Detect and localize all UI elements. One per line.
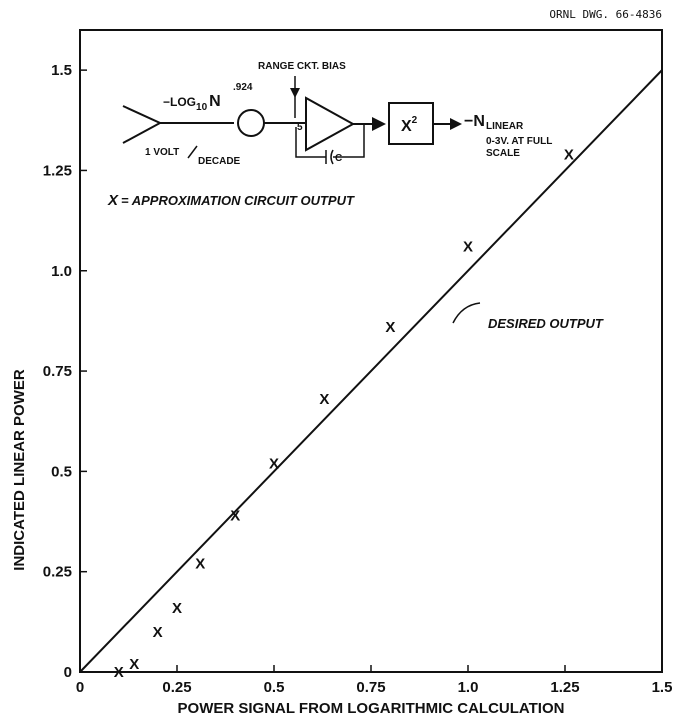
data-point-x: X: [172, 600, 182, 617]
decade-label: DECADE: [198, 156, 241, 167]
data-point-x: X: [319, 391, 329, 408]
x-tick-label: 0.25: [162, 679, 191, 696]
squarer-x: X: [401, 118, 412, 135]
x-tick-label: 1.0: [458, 679, 479, 696]
volt-label: 1 VOLT: [145, 147, 179, 158]
output-linear: LINEAR: [486, 121, 524, 132]
y-tick-label: 1.0: [51, 263, 72, 280]
squarer-arrow: [372, 117, 386, 131]
circuit-diagram: −LOG10 N .924 1 VOLT DECADE RANGE CKT. BI…: [122, 61, 552, 167]
legend: X = APPROXIMATION CIRCUIT OUTPUT: [107, 192, 355, 209]
x-tick-label: 1.5: [652, 679, 673, 696]
drawing-number: ORNL DWG. 66-4836: [549, 8, 662, 21]
legend-marker: X: [107, 192, 119, 209]
data-point-x: X: [230, 508, 240, 525]
legend-text: = APPROXIMATION CIRCUIT OUTPUT: [121, 193, 355, 208]
data-point-x: X: [114, 664, 124, 681]
amplifier-triangle: [305, 96, 356, 152]
data-point-x: X: [153, 624, 163, 641]
data-point-x: X: [564, 146, 574, 163]
desired-output-leader: [452, 302, 481, 324]
data-point-x: X: [129, 656, 139, 673]
y-tick-label: 0.25: [43, 564, 72, 581]
y-axis-ticks: 0 0.25 0.5 0.75 1.0 1.25 1.5: [43, 62, 87, 681]
output-range: 0-3V. AT FULL: [486, 136, 552, 147]
y-tick-label: 0.75: [43, 363, 72, 380]
x-tick-label: 1.25: [550, 679, 579, 696]
plot-frame: [79, 29, 663, 673]
output-arrow: [450, 118, 462, 130]
desired-output-line: [79, 69, 663, 673]
data-point-x: X: [463, 239, 473, 256]
log-input-wedge: [122, 105, 163, 144]
node-circle: [237, 109, 265, 137]
squarer-label: X2: [401, 115, 418, 135]
data-point-x: X: [195, 556, 205, 573]
x-tick-label: 0.75: [356, 679, 385, 696]
desired-output-label: DESIRED OUTPUT: [488, 316, 604, 331]
feedback-right: [333, 124, 365, 158]
output-n: −N: [464, 113, 485, 130]
data-point-x: X: [385, 319, 395, 336]
x-tick-label: 0.5: [264, 679, 285, 696]
output-scale: SCALE: [486, 148, 520, 159]
x-axis-label: POWER SIGNAL FROM LOGARITHMIC CALCULATIO…: [178, 700, 565, 717]
log-base: −LOG: [163, 95, 196, 109]
data-point-x: X: [269, 455, 279, 472]
bias-arrow: [290, 88, 300, 98]
y-tick-label: 0.5: [51, 463, 72, 480]
log-label: −LOG10 N: [163, 93, 221, 113]
y-tick-label: 1.5: [51, 62, 72, 79]
y-tick-label: 1.25: [43, 162, 72, 179]
x-axis-ticks: 0 0.25 0.5 0.75 1.0 1.25 1.5: [76, 665, 673, 696]
range-bias-label: RANGE CKT. BIAS: [258, 61, 346, 72]
log-n: N: [209, 93, 221, 110]
pin-label: 5: [297, 122, 303, 133]
squarer-exponent: 2: [412, 115, 418, 126]
feedback-left: [295, 127, 326, 158]
y-tick-label: 0: [64, 664, 72, 681]
exponent-label: .924: [233, 82, 253, 93]
log-subscript: 10: [196, 102, 208, 113]
cap-label: C: [335, 153, 342, 164]
x-tick-label: 0: [76, 679, 84, 696]
decade-slash: [187, 145, 198, 159]
y-axis-label: INDICATED LINEAR POWER: [11, 369, 28, 571]
cap-plate-b: [330, 149, 334, 165]
